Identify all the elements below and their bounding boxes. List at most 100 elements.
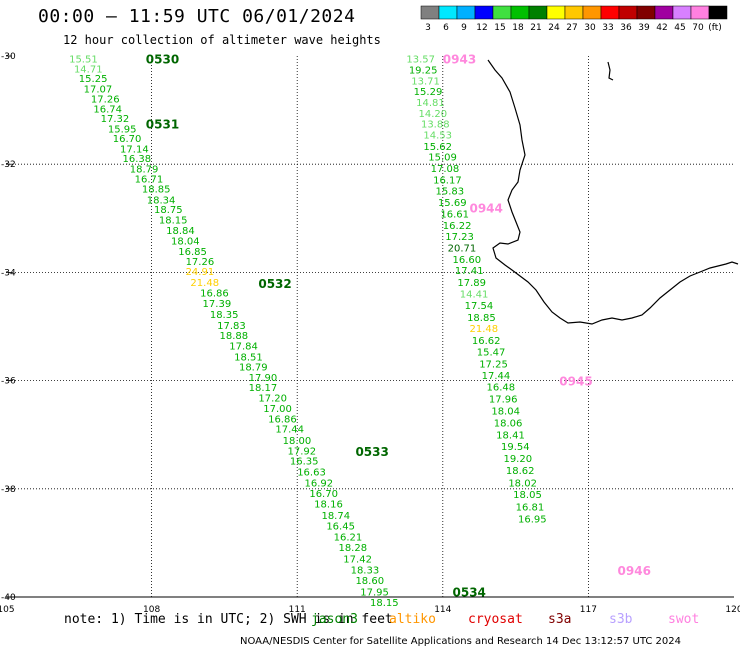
legend-label: 24 (548, 23, 560, 33)
wave-height-value: 17.41 (455, 266, 484, 277)
wave-height-value: 16.48 (486, 383, 515, 394)
wave-height-value: 15.95 (108, 124, 137, 135)
wave-height-value: 13.71 (411, 76, 440, 87)
satellite-label-jason3: jason3 (311, 612, 358, 627)
wave-height-value: 17.23 (445, 232, 474, 243)
wave-height-value: 16.81 (516, 503, 545, 514)
time-label: 0532 (258, 277, 291, 291)
wave-height-value: 16.70 (309, 489, 338, 500)
legend-swatch (456, 5, 476, 20)
legend-swatch (636, 5, 656, 20)
track-1: 15.5114.7115.2517.0717.2616.7417.3215.95… (69, 53, 486, 609)
page-title: 00:00 – 11:59 UTC 06/01/2024 (38, 6, 356, 27)
track-2: 13.5719.2513.7115.2914.8114.2013.8814.53… (406, 53, 651, 578)
time-label: 0531 (146, 118, 179, 132)
wave-height-value: 16.61 (440, 209, 469, 220)
lat-tick-label: -38 (1, 485, 16, 495)
wave-height-value: 16.60 (453, 255, 482, 266)
legend-label: 27 (566, 23, 577, 33)
lon-tick-label: 114 (434, 605, 451, 615)
page-subtitle: 12 hour collection of altimeter wave hei… (63, 33, 381, 47)
wave-height-value: 15.51 (69, 55, 98, 66)
wave-height-value: 17.07 (84, 84, 113, 95)
lat-tick-label: -40 (1, 593, 16, 603)
wave-height-value: 21.48 (190, 278, 219, 289)
wave-height-value: 17.14 (120, 145, 149, 156)
wave-height-value: 17.92 (287, 446, 316, 457)
legend-swatch (564, 5, 584, 20)
legend-unit: (ft) (708, 23, 722, 33)
wave-height-value: 16.74 (93, 104, 122, 115)
wave-height-value: 15.62 (423, 142, 452, 153)
wave-height-value: 14.41 (460, 289, 489, 300)
wave-height-value: 18.75 (154, 205, 183, 216)
wave-height-value: 16.63 (297, 467, 326, 478)
wave-height-value: 18.04 (171, 236, 200, 247)
legend-swatch (510, 5, 530, 20)
legend-label: 6 (443, 23, 449, 33)
time-label: 0944 (469, 201, 502, 215)
wave-height-value: 18.85 (142, 185, 171, 196)
coastline (487, 59, 739, 325)
legend-swatch (474, 5, 494, 20)
wave-height-value: 16.86 (200, 288, 229, 299)
wave-height-value: 18.28 (338, 543, 367, 554)
wave-height-value: 17.96 (489, 394, 518, 405)
wave-height-value: 16.45 (326, 522, 355, 533)
wave-height-value: 18.04 (491, 406, 520, 417)
wave-height-value: 16.62 (472, 336, 501, 347)
wave-height-value: 16.35 (290, 457, 319, 468)
wave-height-value: 15.69 (438, 198, 467, 209)
wave-height-value: 17.95 (360, 588, 389, 599)
lon-tick-label: 117 (580, 605, 597, 615)
legend-swatch (690, 5, 710, 20)
wave-height-value: 17.32 (101, 114, 130, 125)
wave-height-value: 15.29 (414, 87, 443, 98)
time-label: 0534 (453, 586, 486, 600)
satellite-label-altiko: altiko (389, 612, 436, 627)
wave-height-value: 17.42 (343, 555, 372, 566)
lon-tick-label: 120 (725, 605, 740, 615)
legend-label: 21 (530, 23, 541, 33)
wave-height-value: 20.71 (448, 244, 477, 255)
wave-height-value: 18.33 (351, 565, 380, 576)
legend-swatch (528, 5, 548, 20)
wave-height-value: 14.20 (419, 109, 448, 120)
legend-label: 36 (620, 23, 632, 33)
wave-height-value: 18.05 (513, 490, 542, 501)
legend-swatch (546, 5, 566, 20)
wave-height-value: 21.48 (469, 324, 498, 335)
wave-height-value: 17.44 (275, 425, 304, 436)
legend-swatch (672, 5, 692, 20)
wave-height-value: 19.54 (501, 442, 530, 453)
satellite-label-cryosat: cryosat (468, 612, 523, 627)
time-label: 0946 (618, 564, 651, 578)
time-label: 0943 (443, 53, 476, 67)
wave-height-value: 15.25 (79, 74, 108, 85)
wave-height-value: 16.22 (443, 221, 472, 232)
legend-swatch (618, 5, 638, 20)
legend-label: 12 (476, 23, 487, 33)
time-label: 0945 (559, 375, 592, 389)
wave-height-value: 13.57 (406, 55, 435, 66)
wave-height-value: 18.34 (147, 195, 176, 206)
wave-height-value: 16.70 (113, 134, 142, 145)
wave-height-value: 17.83 (217, 321, 246, 332)
legend-label: 9 (461, 23, 467, 33)
island-coast (607, 61, 614, 81)
wave-height-value: 17.54 (465, 301, 494, 312)
legend-label: 3 (425, 23, 431, 33)
satellite-label-s3b: s3b (609, 612, 633, 627)
wave-height-value: 17.08 (431, 164, 460, 175)
lat-tick-label: -36 (1, 377, 16, 387)
wave-height-value: 17.90 (249, 373, 278, 384)
wave-height-value: 16.38 (122, 154, 151, 165)
wave-height-value: 16.17 (433, 175, 462, 186)
wave-height-value: 18.85 (467, 313, 496, 324)
lat-tick-label: -30 (1, 52, 16, 62)
legend-swatch (708, 5, 728, 20)
color-legend: 3 6 9 12 15 18 21 24 27 30 33 36 39 42 45 70 (ft) (420, 5, 728, 33)
wave-height-value: 15.47 (477, 347, 506, 358)
wave-height-value: 13.88 (421, 120, 450, 131)
wave-height-value: 17.20 (258, 393, 287, 404)
